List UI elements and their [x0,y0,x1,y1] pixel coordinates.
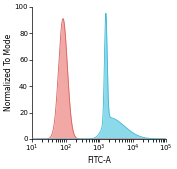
X-axis label: FITC-A: FITC-A [87,156,111,165]
Y-axis label: Normalized To Mode: Normalized To Mode [4,34,13,111]
